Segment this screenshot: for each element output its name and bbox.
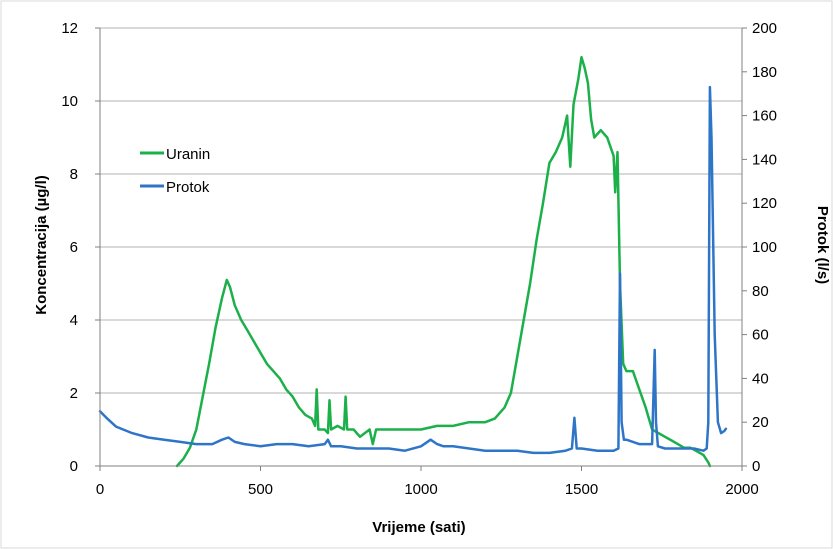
x-tick-labels: 0 500 1000 1500 2000 xyxy=(96,466,759,498)
legend-label-protok: Protok xyxy=(166,179,210,196)
y-left-tick-label-12: 12 xyxy=(61,20,78,37)
y-right-tick-label-0: 0 xyxy=(752,458,760,475)
y-right-tick-label-100: 100 xyxy=(752,239,777,256)
y-left-tick-label-6: 6 xyxy=(70,239,78,256)
gridlines xyxy=(100,27,742,394)
x-tick-label-2000: 2000 xyxy=(725,481,758,498)
y-left-tick-label-2: 2 xyxy=(70,385,78,402)
y-right-tick-label-140: 140 xyxy=(752,151,777,168)
x-tick-label-500: 500 xyxy=(248,481,273,498)
y-right-tick-label-200: 200 xyxy=(752,20,777,37)
y-right-tick-label-180: 180 xyxy=(752,64,777,81)
y-right-tick-label-160: 160 xyxy=(752,108,777,125)
y-right-tick-label-40: 40 xyxy=(752,370,769,387)
x-tick-label-1500: 1500 xyxy=(565,481,598,498)
x-axis-title: Vrijeme (sati) xyxy=(372,519,465,536)
y-right-tick-label-60: 60 xyxy=(752,327,769,344)
y-right-tick-label-20: 20 xyxy=(752,414,769,431)
y-left-tick-label-0: 0 xyxy=(70,458,78,475)
legend: Uranin Protok xyxy=(140,146,210,196)
series-line-uranin xyxy=(175,55,712,468)
y-right-tick-label-120: 120 xyxy=(752,195,777,212)
x-tick-label-1000: 1000 xyxy=(404,481,437,498)
y-left-tick-labels: 0 2 4 6 8 10 12 xyxy=(61,20,100,475)
y-right-tick-label-80: 80 xyxy=(752,283,769,300)
y-left-tick-label-10: 10 xyxy=(61,93,78,110)
plot-series xyxy=(98,55,728,468)
x-tick-label-0: 0 xyxy=(96,481,104,498)
legend-label-uranin: Uranin xyxy=(166,146,210,163)
y-right-tick-labels: 0 20 40 60 80 100 120 140 160 180 200 xyxy=(742,20,777,475)
series-line-protok xyxy=(98,85,728,455)
y-left-tick-label-8: 8 xyxy=(70,166,78,183)
y-left-tick-label-4: 4 xyxy=(70,312,78,329)
legend-item-protok: Protok xyxy=(140,179,210,196)
legend-item-uranin: Uranin xyxy=(140,146,210,163)
y-right-axis-title: Protok (l/s) xyxy=(814,206,831,284)
y-left-axis-title: Koncentracija (µg/l) xyxy=(33,175,50,315)
